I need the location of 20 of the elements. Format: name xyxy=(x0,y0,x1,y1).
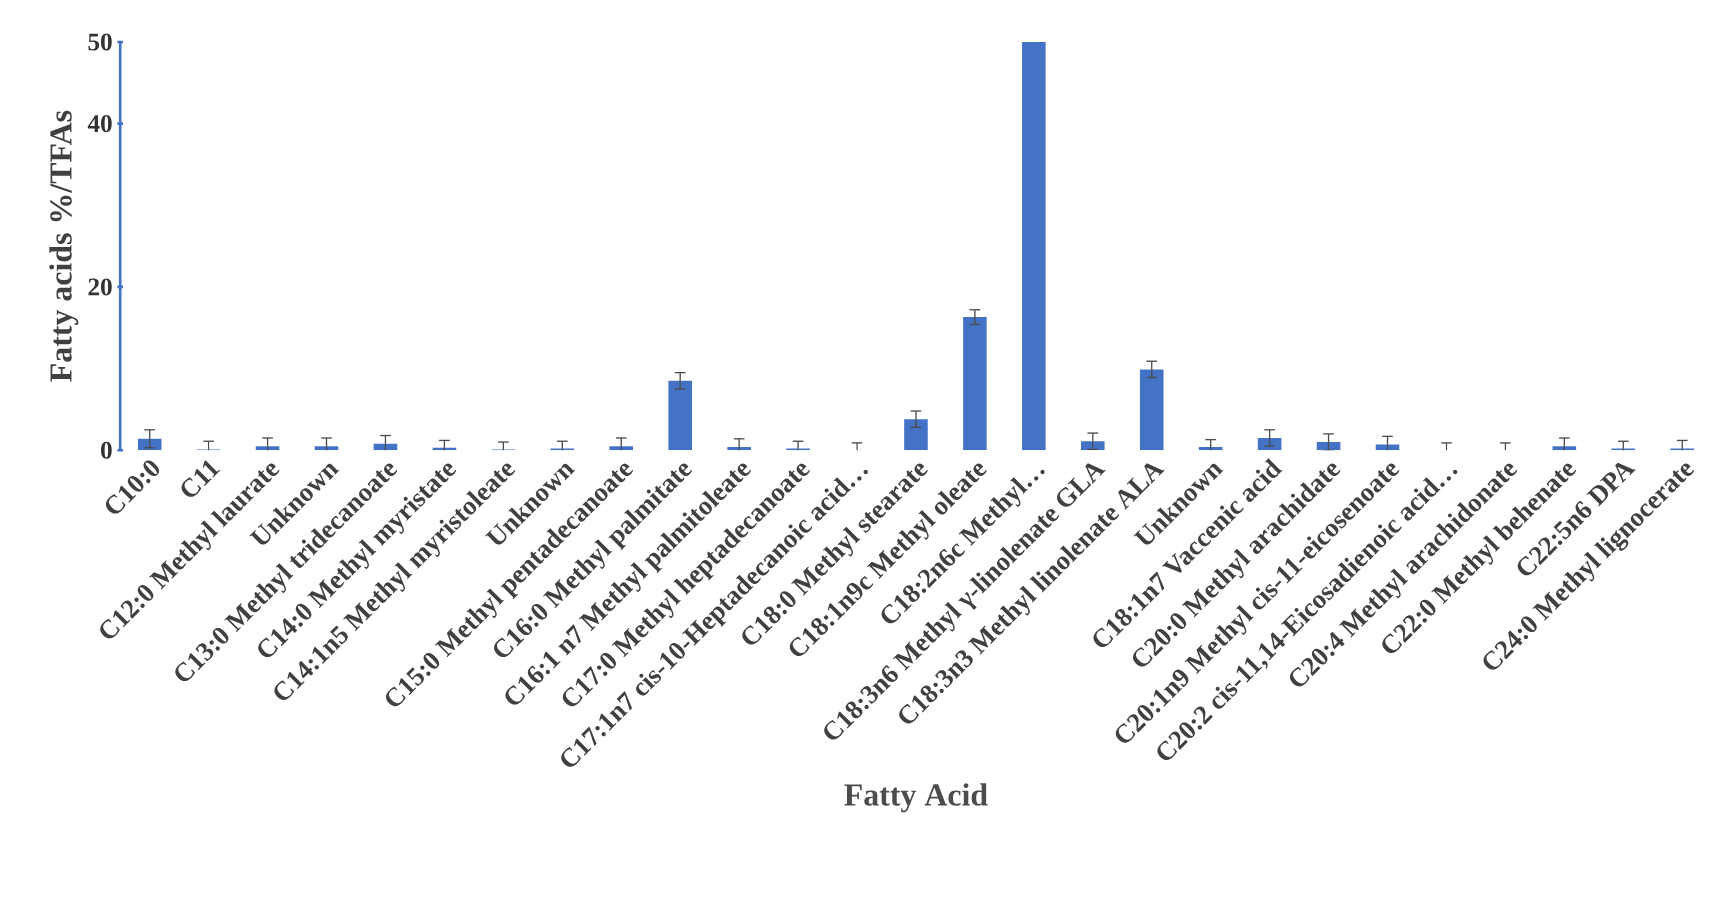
bar xyxy=(1139,369,1164,451)
bar xyxy=(314,446,339,451)
bar xyxy=(904,419,928,451)
bar xyxy=(137,438,162,451)
bar xyxy=(1022,41,1046,451)
bar xyxy=(255,446,280,451)
bar xyxy=(1081,441,1105,451)
bar xyxy=(727,446,751,451)
y-tick-label: 20 xyxy=(88,278,112,296)
x-axis-title: Fatty Acid xyxy=(844,783,988,813)
bar xyxy=(668,380,692,451)
bar xyxy=(1316,441,1341,451)
bar xyxy=(963,316,987,451)
y-tick-label: 0 xyxy=(101,441,112,459)
y-tick-label: 40 xyxy=(87,114,112,132)
bar xyxy=(1552,446,1577,451)
y-tick-label: 50 xyxy=(88,33,112,51)
bar xyxy=(1198,446,1223,451)
y-axis-title: Fatty acids %/TFAs xyxy=(49,110,79,382)
bar xyxy=(609,446,634,451)
